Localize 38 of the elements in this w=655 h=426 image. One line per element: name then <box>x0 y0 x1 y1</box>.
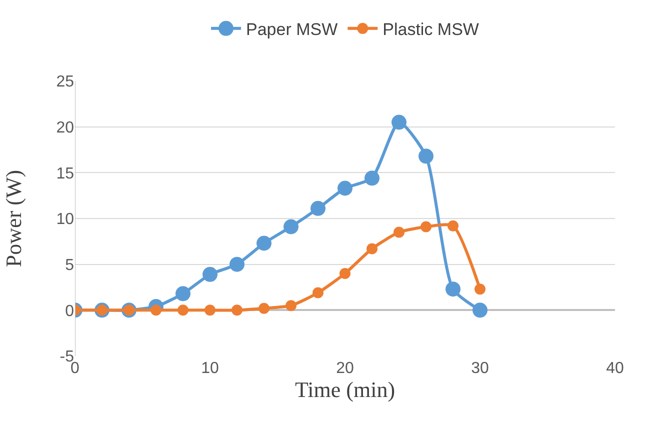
point <box>232 304 242 316</box>
point <box>312 287 324 298</box>
y-tick-label: 25 <box>56 74 74 91</box>
legend-label: Plastic MSW <box>382 20 479 40</box>
point <box>202 266 218 282</box>
x-axis-title: Time (min) <box>294 377 396 402</box>
point <box>286 300 296 312</box>
point <box>394 226 404 238</box>
point <box>284 219 298 234</box>
point <box>448 220 458 232</box>
point <box>204 304 216 316</box>
y-tick-label: 20 <box>56 119 74 136</box>
y-tick-label: 0 <box>65 302 74 320</box>
point <box>366 243 378 254</box>
point <box>472 302 488 318</box>
point <box>338 180 352 196</box>
y-tick-label: 5 <box>65 256 74 274</box>
point <box>418 148 434 164</box>
x-tick-label: 20 <box>336 360 354 377</box>
x-tick-label: 10 <box>201 360 219 377</box>
x-tick-label: 40 <box>606 360 624 377</box>
point <box>230 256 244 272</box>
point <box>364 170 380 186</box>
point <box>256 236 272 251</box>
point <box>446 282 460 297</box>
point <box>310 200 326 216</box>
y-tick-label: 15 <box>56 165 74 182</box>
point <box>392 114 406 130</box>
x-tick-label: 30 <box>471 360 489 377</box>
point <box>178 304 188 316</box>
legend-label: Paper MSW <box>246 20 338 40</box>
point <box>258 302 270 314</box>
point <box>474 284 486 295</box>
y-tick-label: 10 <box>56 211 74 228</box>
y-axis-title: Power (W) <box>1 170 26 268</box>
point <box>176 286 190 302</box>
point <box>340 268 350 279</box>
point <box>420 221 432 232</box>
